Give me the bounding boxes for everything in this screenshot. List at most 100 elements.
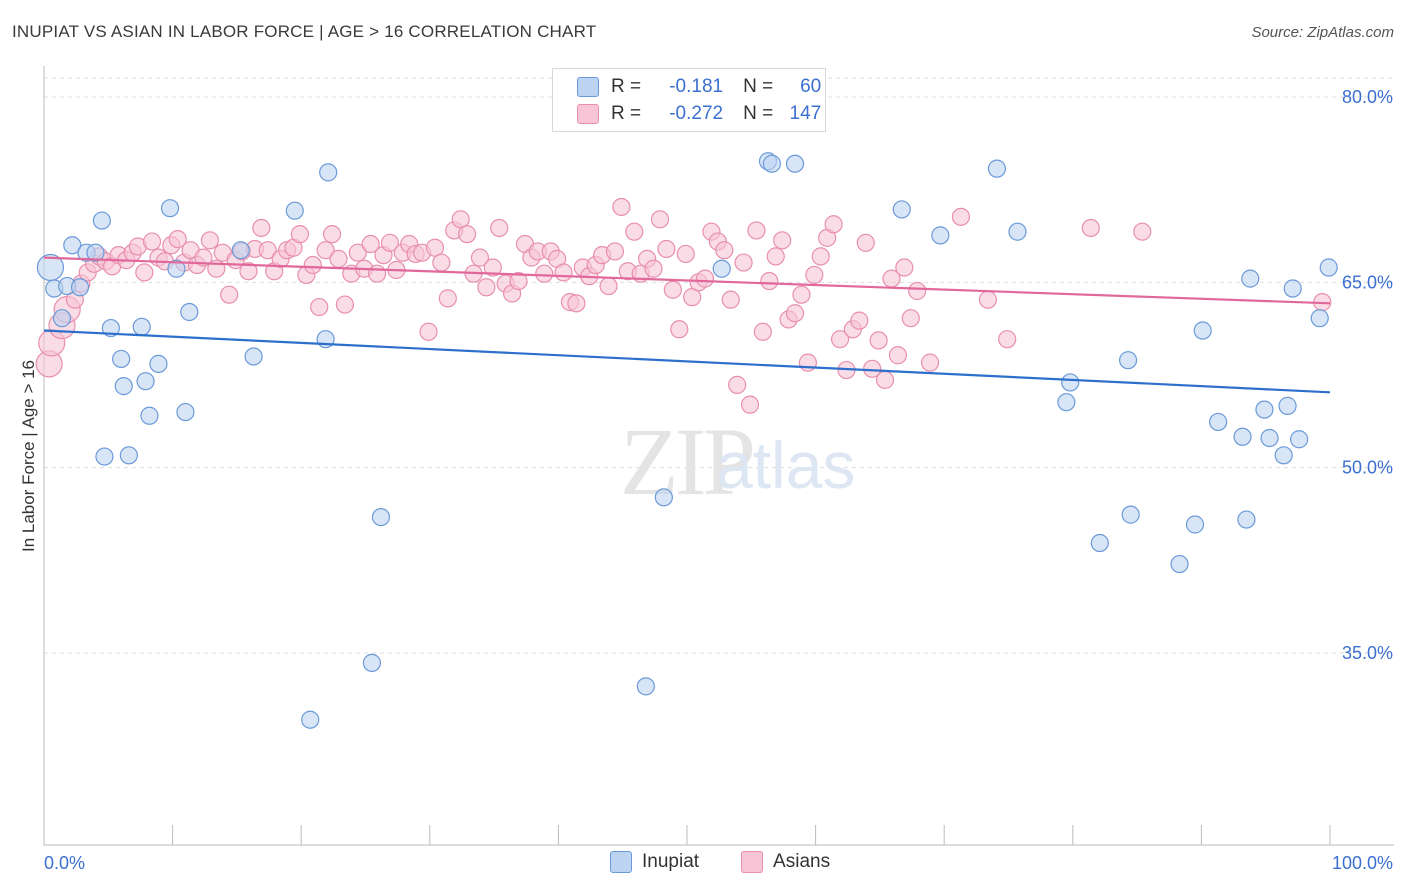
inupiat-point [712,259,731,278]
asians-point [625,222,644,241]
r-label: R = [611,76,642,97]
asians-point [1081,218,1100,238]
inupiat-point [1193,321,1212,340]
inupiat-point [1057,393,1076,412]
inupiat-point [931,226,950,245]
asians-point [457,225,477,244]
inupiat-point [1233,427,1252,446]
tick-labels: 35.0% 50.0% 65.0% 80.0% 0.0% 100.0% [44,87,1393,873]
inupiat-point [119,446,138,465]
asians-point [728,375,747,394]
inupiat-point [1241,269,1260,288]
asians-point [329,249,348,268]
inupiat-point [371,507,391,527]
asians-point [715,241,734,260]
stats-legend: R = -0.181 N = 60 R = -0.272 N = 147 [552,68,826,132]
asians-point [644,259,663,278]
inupiat-point [1274,446,1293,465]
inupiat-point [654,488,673,507]
asians-point [168,229,187,249]
asians-point [753,322,772,341]
inupiat-point [101,318,120,338]
asians-point [785,304,805,323]
trend-lines [43,256,1331,394]
inupiat-legend-label: Inupiat [642,851,700,872]
asians-point [605,242,625,261]
asians-point [920,353,940,372]
asians-point [554,263,573,282]
inupiat-point [301,710,320,729]
inupiat-point [70,278,90,297]
asians-point [490,218,509,238]
inupiat-point [892,200,911,219]
y-tick-label: 50.0% [1342,458,1393,478]
x-tick-label: 0.0% [44,853,85,873]
inupiat-point [149,354,168,373]
asians-legend-swatch [741,851,764,873]
inupiat-point [86,243,105,262]
inupiat-point [95,447,114,466]
y-tick-label: 65.0% [1342,272,1393,292]
asians-point [438,289,457,308]
inupiat-point [176,402,195,422]
asians-point [239,262,258,281]
asians-point [766,247,785,266]
inupiat-swatch [577,77,599,97]
y-axis-label: In Labor Force | Age > 16 [19,360,38,552]
asians-point [367,264,387,283]
asians-point [657,239,676,259]
asians-point [670,320,689,339]
asians-point [951,207,971,226]
asians-point [135,263,154,282]
asians-point [875,370,895,390]
inupiat-point [319,163,338,182]
grid-lines [44,77,1394,654]
asians-point [663,280,682,299]
inupiat-point [167,259,186,278]
asians-point [200,231,219,250]
inupiat-point [1118,351,1138,370]
inupiat-point [1185,515,1205,534]
inupiat-point [1319,258,1338,277]
n-label: N = [743,103,774,124]
asians-point [432,253,451,272]
asians-point [348,243,367,262]
asians-point [322,225,342,244]
asians-point [773,231,792,250]
inupiat-point [1290,430,1309,449]
inupiat-point [1090,533,1109,553]
asians-point [535,264,554,283]
asians-point [869,331,888,350]
source-label: Source: ZipAtlas.com [1251,24,1394,41]
asians-point [650,210,670,229]
asians-point [258,241,277,260]
asians-point [142,232,162,251]
asians-point [901,309,920,328]
asians-points [35,197,1332,414]
r-value: -0.272 [669,103,724,124]
inupiat-point [636,677,655,696]
inupiat-point [132,317,151,336]
asians-trend-line [43,256,1331,305]
asians-point [220,285,239,304]
y-tick-label: 35.0% [1342,643,1393,663]
asians-point [856,233,875,252]
asians-point [361,234,380,254]
n-value: 60 [800,76,822,97]
inupiat-point [1121,505,1140,524]
asians-point [419,322,438,341]
n-value: 147 [789,103,822,124]
inupiat-point [63,236,82,255]
asians-point [310,297,329,317]
asians-point [303,255,322,275]
asians-point [252,218,271,238]
asians-swatch [577,104,599,124]
inupiat-point [785,154,805,173]
asians-point [740,395,760,414]
asians-point [194,248,213,267]
r-label: R = [611,103,642,124]
inupiat-point [136,372,155,391]
inupiat-point [140,406,159,425]
asians-point [721,290,740,309]
asians-point [888,346,908,365]
